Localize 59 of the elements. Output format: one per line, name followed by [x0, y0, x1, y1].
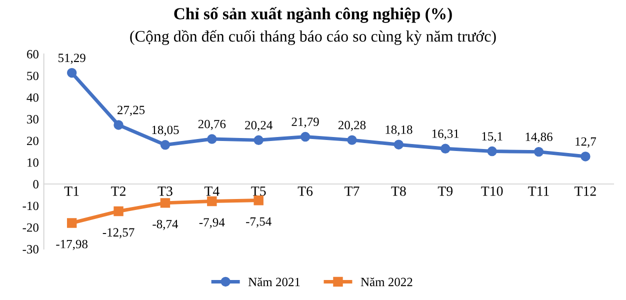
y-tick-label: 50 [27, 72, 38, 80]
x-tick-label: T10 [481, 186, 503, 196]
data-label: 18,18 [386, 125, 412, 136]
data-label: 16,31 [432, 130, 459, 140]
point [347, 135, 357, 145]
x-tick-label: T7 [344, 186, 360, 196]
data-label: -7,94 [199, 218, 225, 228]
y-tick-label: 10 [28, 158, 38, 167]
point [440, 144, 450, 154]
x-tick-label: T1 [64, 186, 79, 196]
data-label: 18,05 [152, 126, 179, 136]
y-tick-label: 60 [26, 50, 38, 58]
y-tick-label: -20 [22, 223, 38, 232]
x-tick-label: T12 [574, 186, 596, 196]
point [160, 198, 170, 208]
y-tick-label: 0 [33, 180, 38, 188]
point [114, 120, 124, 130]
data-label: 20,76 [198, 120, 226, 130]
data-label: 27,25 [118, 106, 145, 116]
data-label: 15,1 [482, 132, 502, 142]
legend-label: Năm 2022 [360, 278, 412, 286]
x-tick-label: T2 [111, 186, 126, 196]
data-label: 51,29 [58, 54, 86, 64]
point [207, 196, 217, 206]
chart-subtitle: (Cộng dồn đến cuối tháng báo cáo so cùng kỳ năm trước) [130, 30, 496, 46]
y-tick-label: -10 [22, 202, 38, 210]
point [254, 135, 264, 146]
data-label: -8,74 [152, 220, 178, 230]
x-tick-label: T11 [528, 186, 549, 196]
point [534, 146, 544, 157]
data-label: -17,98 [56, 240, 88, 250]
data-label: 20,28 [338, 120, 366, 132]
y-tick-label: 40 [26, 93, 38, 102]
x-tick-label: T9 [438, 186, 453, 196]
legend-label: Năm 2021 [248, 278, 300, 286]
x-tick-label: T8 [391, 186, 406, 196]
x-tick-label: T3 [158, 186, 172, 196]
chart-title: Chỉ số sản xuất ngành công nghiệp (%) [174, 7, 452, 23]
point [66, 218, 77, 228]
data-label: 21,79 [292, 118, 319, 128]
data-label: -12,57 [102, 228, 134, 238]
point [487, 146, 497, 156]
y-tick-label: 20 [27, 136, 38, 146]
data-label: 12,7 [576, 137, 596, 148]
data-label: 20,24 [245, 120, 272, 132]
data-label: 14,86 [526, 132, 552, 143]
point [66, 68, 77, 78]
x-tick-label: T6 [298, 186, 313, 196]
y-tick-label: 30 [27, 115, 38, 124]
point [254, 195, 264, 206]
x-tick-label: T4 [204, 186, 220, 196]
point [580, 152, 590, 162]
point [394, 140, 404, 150]
point [207, 134, 217, 144]
y-tick-label: -30 [22, 245, 38, 254]
data-label: -7,54 [246, 217, 272, 228]
point [160, 140, 170, 150]
point [300, 132, 310, 142]
point [114, 206, 124, 216]
